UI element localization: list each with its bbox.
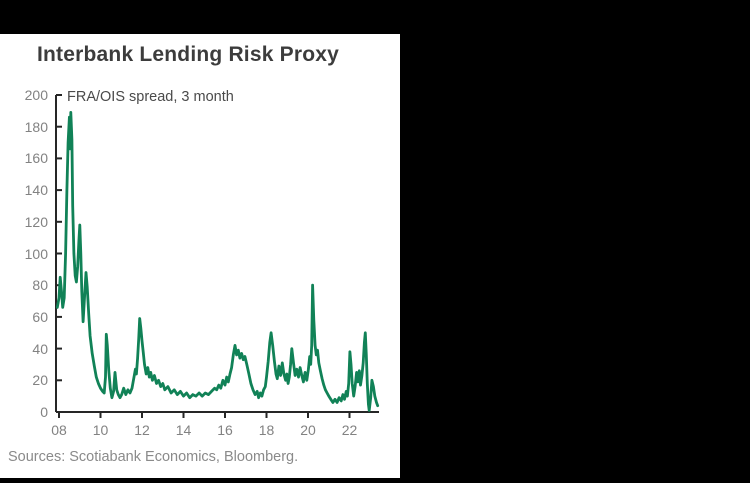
x-tick-label: 10: [92, 422, 109, 438]
x-tick-label: 18: [258, 422, 275, 438]
data-line-fra-ois-spread: [55, 111, 380, 412]
x-tick-label: 22: [341, 422, 358, 438]
y-tick-label: 160: [24, 150, 48, 167]
y-tick-label: 120: [24, 213, 48, 230]
x-tick-label: 20: [300, 422, 316, 438]
y-tick-label: 0: [40, 404, 48, 420]
y-tick-label: 40: [32, 340, 48, 357]
y-tick-label: 200: [24, 87, 48, 103]
sources-note: Sources: Scotiabank Economics, Bloomberg…: [8, 449, 299, 465]
y-tick-label: 20: [32, 372, 48, 389]
series-label: FRA/OIS spread, 3 month: [67, 89, 234, 105]
chart-title: Interbank Lending Risk Proxy: [37, 43, 339, 66]
chart-panel: Interbank Lending Risk Proxy FRA/OIS spr…: [0, 34, 400, 478]
x-tick-label: 16: [217, 422, 233, 438]
chart-plot: [55, 94, 380, 418]
x-tick-label: 08: [51, 422, 67, 438]
y-tick-label: 180: [24, 118, 48, 135]
x-tick-label: 14: [175, 422, 192, 438]
x-tick-label: 12: [134, 422, 150, 438]
y-tick-label: 140: [24, 182, 48, 199]
y-tick-label: 60: [32, 308, 48, 325]
y-tick-label: 80: [32, 277, 48, 294]
y-tick-label: 100: [24, 245, 48, 262]
